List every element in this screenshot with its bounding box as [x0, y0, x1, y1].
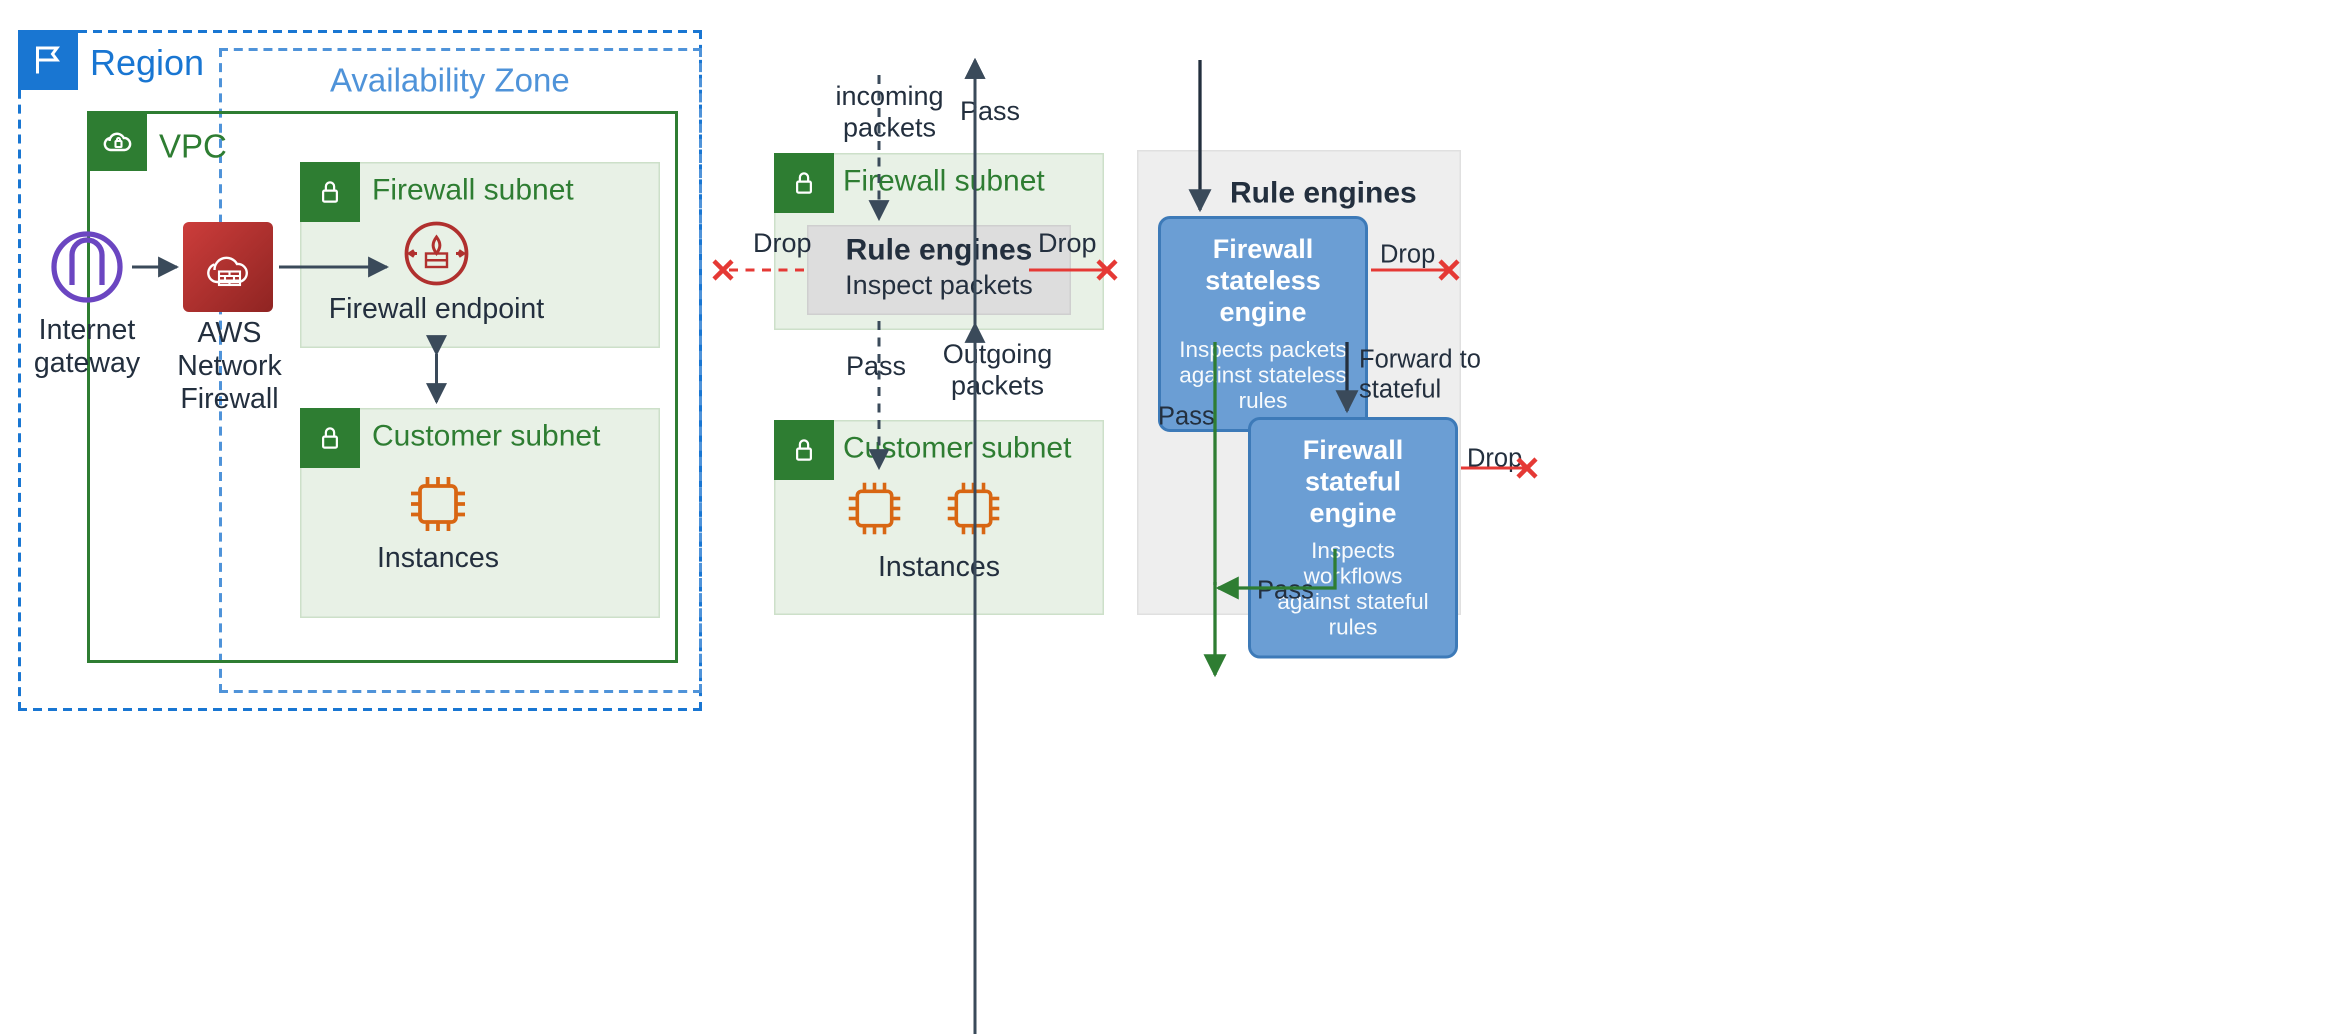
- firewall-endpoint-icon: [402, 219, 471, 288]
- instances-label-1: Instances: [363, 543, 513, 576]
- stateless-engine-card: Firewall stateless engine Inspects packe…: [1158, 216, 1368, 432]
- az-label: Availability Zone: [330, 60, 570, 101]
- stateful-engine-card: Firewall stateful engine Inspects workfl…: [1248, 417, 1458, 659]
- pass1-label: Pass: [1158, 402, 1215, 432]
- instance-chip-icon-1: [405, 471, 471, 537]
- anf-label: AWS Network Firewall: [147, 318, 312, 417]
- rule-engines-title: Rule engines: [807, 234, 1071, 269]
- instances-label-2: Instances: [864, 552, 1014, 585]
- outgoing-label: Outgoing packets: [930, 339, 1065, 402]
- vpc-label: VPC: [159, 126, 227, 167]
- stateless-engine-title: Firewall stateless engine: [1179, 234, 1347, 329]
- pass2-label: Pass: [1257, 576, 1314, 606]
- drop-left-label: Drop: [753, 228, 812, 260]
- region-label: Region: [90, 42, 204, 87]
- customer-subnet-badge-2: [774, 420, 834, 480]
- fw-endpoint-label: Firewall endpoint: [324, 294, 549, 327]
- fw-subnet-label-2: Firewall subnet: [843, 165, 1045, 200]
- fw-subnet-label-1: Firewall subnet: [372, 174, 574, 209]
- vpc-badge: [87, 111, 147, 171]
- igw-label: Internet gateway: [9, 315, 165, 381]
- customer-subnet-badge-1: [300, 408, 360, 468]
- forward-label: Forward to stateful: [1359, 345, 1481, 405]
- firewall-subnet-badge-1: [300, 162, 360, 222]
- cust-subnet-label-2: Customer subnet: [843, 432, 1071, 467]
- instance-chip-icon-2b: [942, 477, 1005, 540]
- drop1-label: Drop: [1380, 240, 1435, 270]
- firewall-subnet-badge-2: [774, 153, 834, 213]
- cust-subnet-label-1: Customer subnet: [372, 420, 600, 455]
- rule-engines-stage-title: Rule engines: [1230, 177, 1417, 212]
- instance-chip-icon-2a: [843, 477, 906, 540]
- pass-up-label: Pass: [960, 96, 1020, 128]
- pass-down-label: Pass: [846, 351, 906, 383]
- incoming-label: incoming packets: [822, 81, 957, 144]
- drop2-label: Drop: [1467, 444, 1522, 474]
- aws-network-firewall-icon: [183, 222, 273, 312]
- internet-gateway-icon: [45, 225, 129, 309]
- drop-right-label: Drop: [1038, 228, 1097, 260]
- region-badge: [18, 30, 78, 90]
- stateful-engine-title: Firewall stateful engine: [1269, 435, 1437, 530]
- rule-engines-sub: Inspect packets: [807, 270, 1071, 302]
